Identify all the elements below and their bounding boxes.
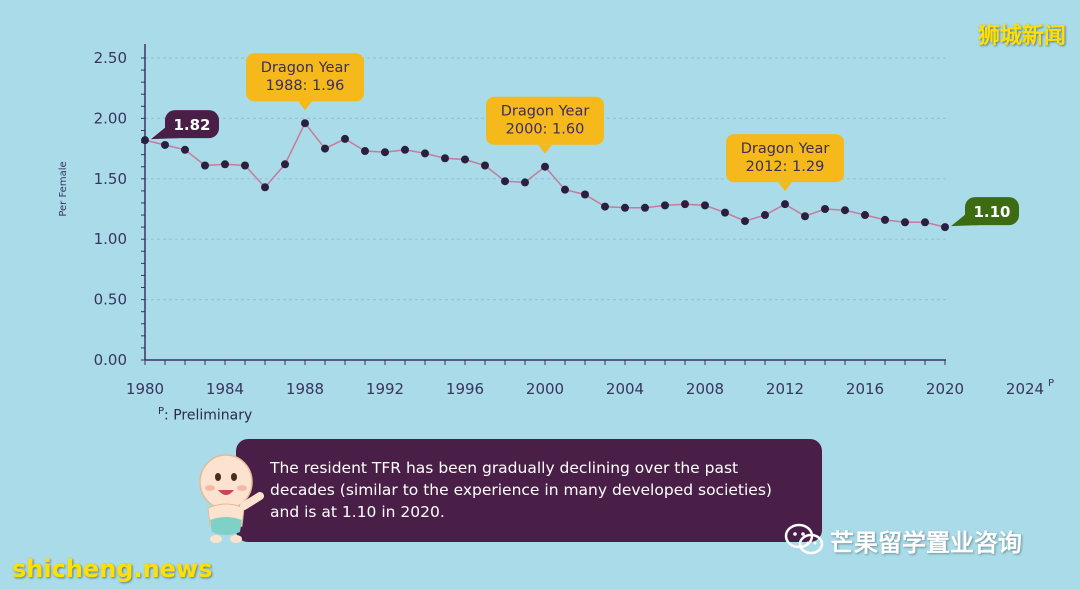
wechat-watermark: 芒果留学置业咨询 xyxy=(784,522,1022,558)
x-tick-label: 1984 xyxy=(206,380,244,398)
callout-text-dragon2012: 2012: 1.29 xyxy=(746,159,825,175)
callout-box-dragon2012 xyxy=(726,134,844,183)
data-point xyxy=(921,218,929,227)
data-point xyxy=(561,185,569,194)
data-point xyxy=(581,190,589,199)
callout-box-dragon2000 xyxy=(486,96,604,145)
data-point xyxy=(401,145,409,154)
data-point xyxy=(761,211,769,220)
data-point xyxy=(721,208,729,217)
data-point xyxy=(741,217,749,226)
watermark-bottom: shicheng.news xyxy=(12,555,213,583)
data-point xyxy=(281,160,289,169)
data-point xyxy=(141,136,149,145)
x-tick-label: 1992 xyxy=(366,380,404,398)
callout-text-dragon2012: Dragon Year xyxy=(741,141,830,157)
data-point xyxy=(701,201,709,210)
data-point xyxy=(361,147,369,156)
callout-box-dragon1988 xyxy=(246,53,364,102)
data-point xyxy=(321,144,329,153)
watermark-top: 狮城新闻 xyxy=(977,24,1066,49)
data-point xyxy=(541,162,549,171)
data-point xyxy=(681,200,689,209)
x-tick-label: 2024 xyxy=(1006,380,1044,398)
callout-text-dragon2000: Dragon Year xyxy=(501,104,590,120)
x-tick-label: 2020 xyxy=(926,380,964,398)
y-axis-label: Per Female xyxy=(58,161,69,216)
x-tick-label: 1980 xyxy=(126,380,164,398)
callout-pointer-dragon2000 xyxy=(538,144,552,154)
data-point xyxy=(181,145,189,154)
data-point xyxy=(481,161,489,170)
y-tick-label: 1.00 xyxy=(94,230,127,248)
data-point xyxy=(241,161,249,170)
data-point xyxy=(501,177,509,186)
y-tick-label: 0.50 xyxy=(94,291,127,309)
data-point xyxy=(301,119,309,128)
callout-pointer-dragon2012 xyxy=(778,182,792,192)
callout-text-start: 1.82 xyxy=(173,116,210,134)
x-tick-label: 2000 xyxy=(526,380,564,398)
data-point xyxy=(161,140,169,149)
callout-text-dragon1988: Dragon Year xyxy=(261,60,350,76)
y-tick-label: 1.50 xyxy=(94,170,127,188)
y-tick-label: 2.50 xyxy=(94,49,127,67)
data-point xyxy=(901,218,909,227)
tfr-line-chart: 0.00 0.50 1.00 1.50 2.00 2.50 1980 1984 1988 1992… xyxy=(58,44,1054,398)
preliminary-footnote: P: Preliminary xyxy=(158,406,253,424)
x-tick-label: 1996 xyxy=(446,380,484,398)
wechat-account-name: 芒果留学置业咨询 xyxy=(830,528,1022,557)
callout-pointer-end xyxy=(951,213,979,227)
note-text: The resident TFR has been gradually decl… xyxy=(270,459,772,521)
wechat-icon xyxy=(784,523,824,555)
x-tick-label: 1988 xyxy=(286,380,324,398)
baby-illustration xyxy=(199,454,264,543)
x-tick-superscript: P xyxy=(1048,378,1054,389)
y-tick-label: 0.00 xyxy=(94,351,127,369)
data-point xyxy=(881,215,889,224)
x-tick-label: 2012 xyxy=(766,380,804,398)
x-tick-label: 2016 xyxy=(846,380,884,398)
callout-pointer-start xyxy=(151,126,179,140)
data-point xyxy=(521,178,529,187)
data-point xyxy=(841,206,849,215)
callout-pointer-dragon1988 xyxy=(298,101,312,111)
y-tick-label: 2.00 xyxy=(94,109,127,127)
callout-text-dragon2000: 2000: 1.60 xyxy=(506,122,585,138)
data-point xyxy=(621,203,629,212)
data-point xyxy=(641,203,649,212)
note-box: The resident TFR has been gradually decl… xyxy=(236,439,822,542)
data-point xyxy=(341,134,349,143)
data-point xyxy=(441,154,449,163)
data-point xyxy=(461,155,469,164)
data-point xyxy=(421,149,429,158)
data-point xyxy=(381,148,389,157)
data-point xyxy=(781,200,789,209)
callout-box-end xyxy=(965,197,1019,226)
x-tick-label: 2004 xyxy=(606,380,644,398)
callout-text-dragon1988: 1988: 1.96 xyxy=(266,78,345,94)
data-point xyxy=(941,223,949,232)
data-point xyxy=(801,212,809,221)
data-point xyxy=(661,201,669,210)
data-point xyxy=(601,202,609,211)
callout-box-start xyxy=(165,110,219,139)
x-tick-label: 2008 xyxy=(686,380,724,398)
data-point xyxy=(261,183,269,192)
data-point xyxy=(821,205,829,213)
data-point xyxy=(201,161,209,170)
callout-text-end: 1.10 xyxy=(973,203,1010,221)
data-point xyxy=(861,211,869,220)
data-point xyxy=(221,160,229,169)
